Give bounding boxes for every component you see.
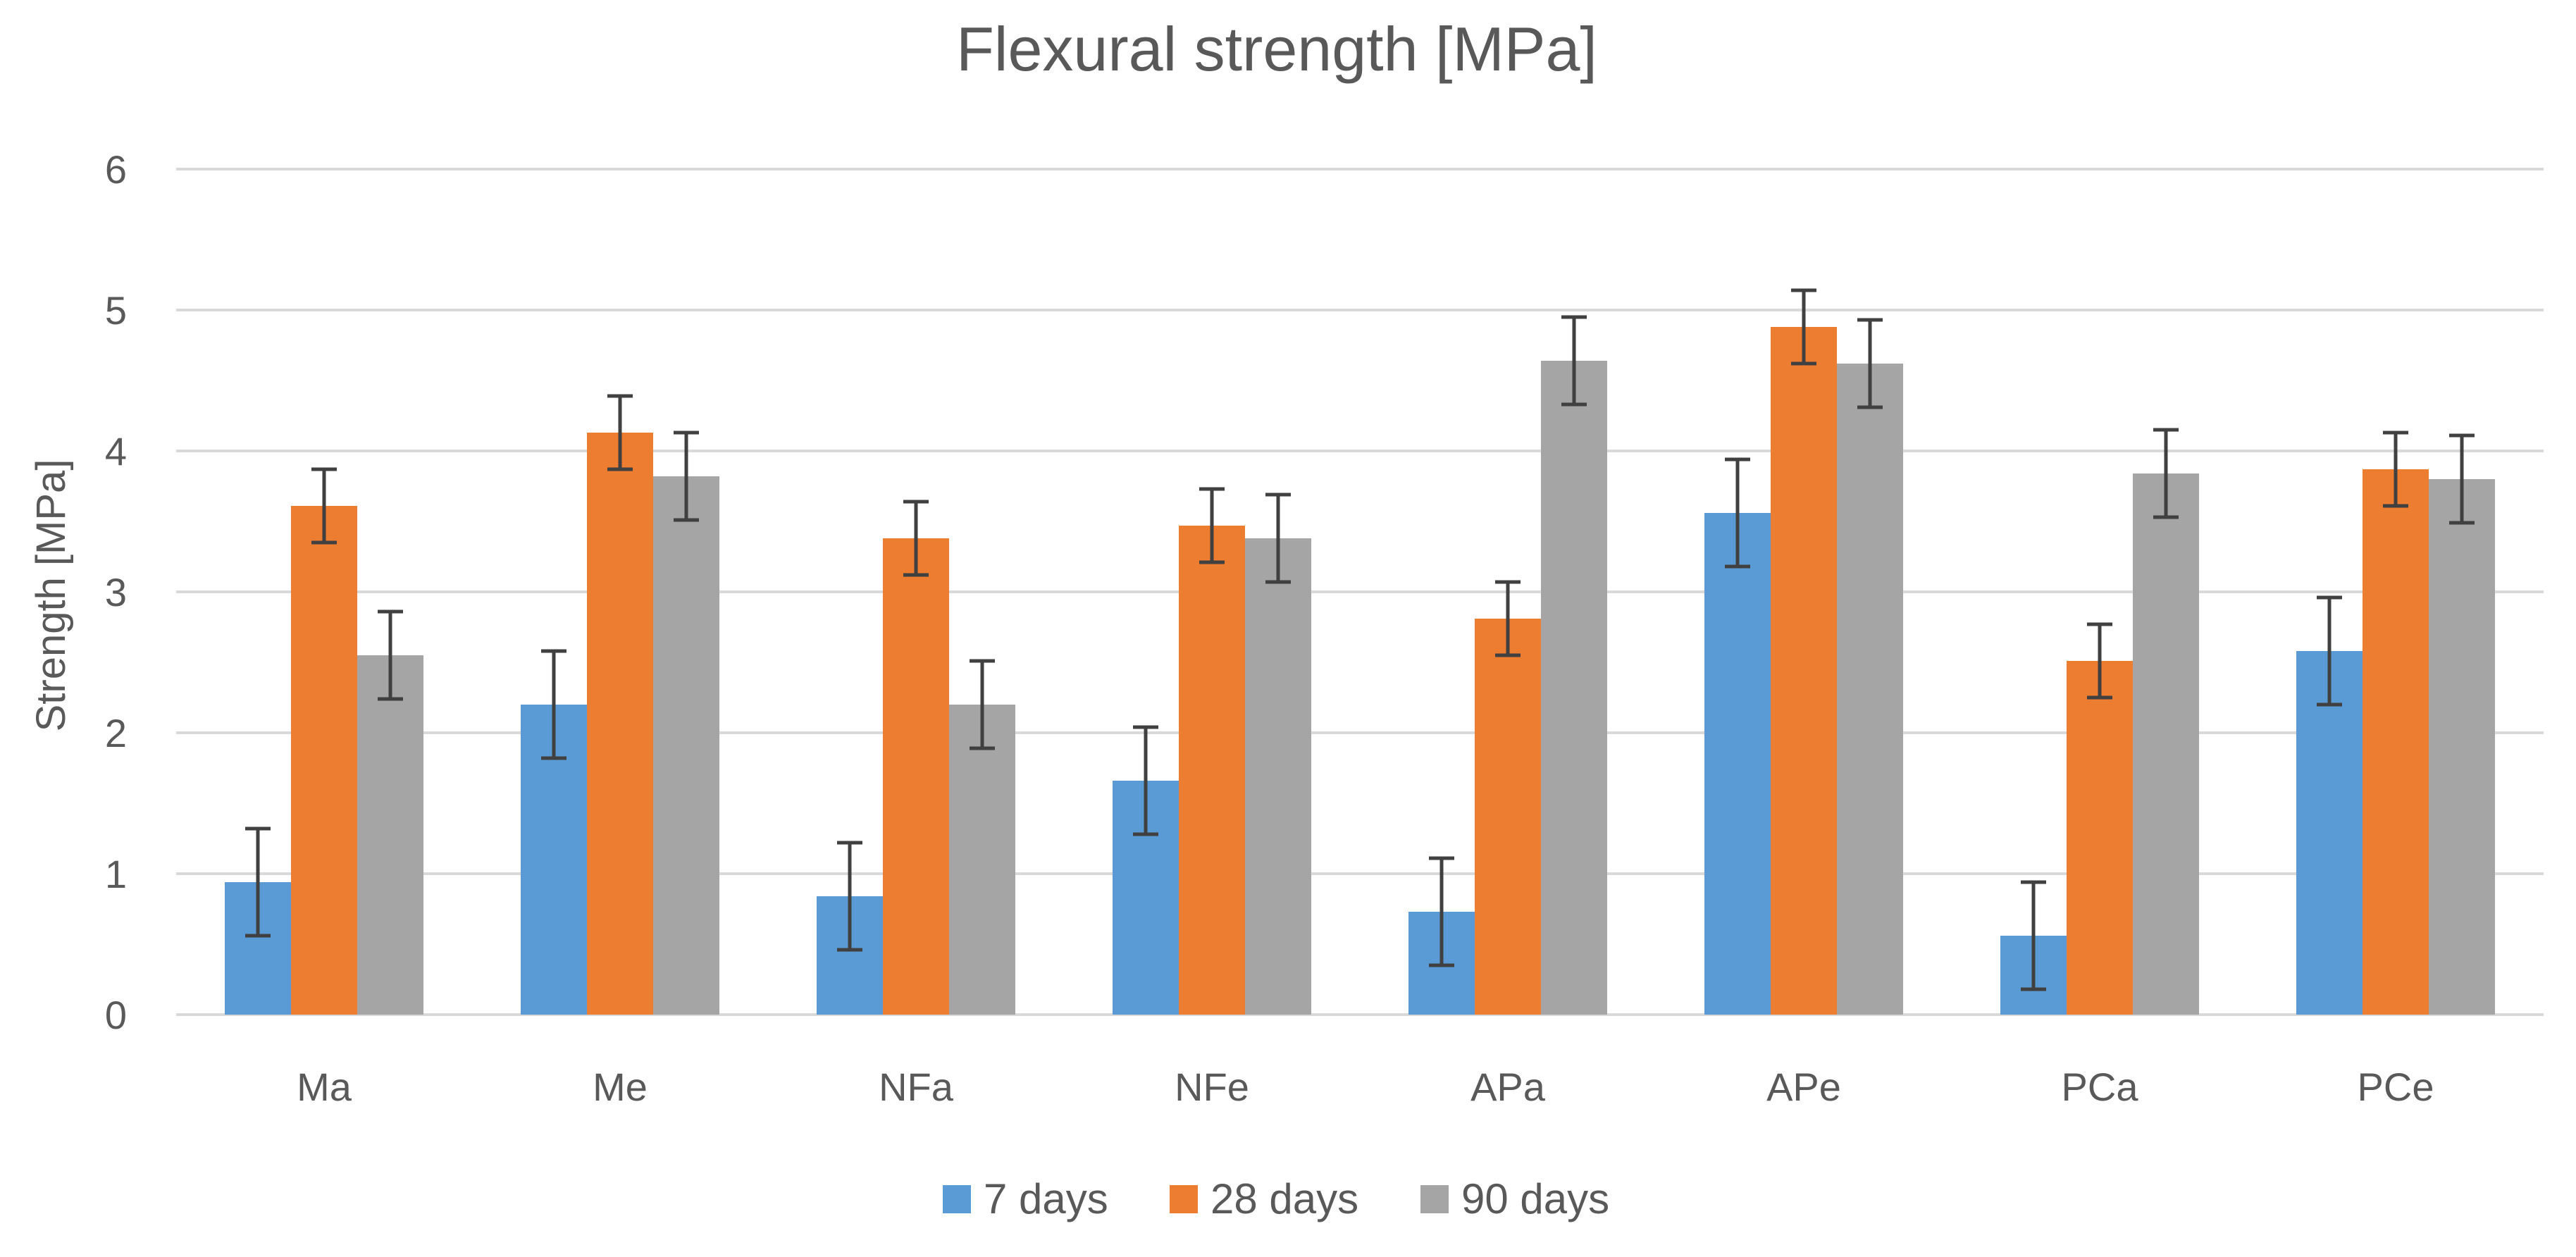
error-bar-Ma-28-days [311, 467, 337, 545]
chart-title: Flexural strength [MPa] [956, 14, 1597, 84]
error-bar-Ma-7-days [245, 826, 271, 938]
error-bar-APe-28-days [1791, 288, 1816, 366]
error-bars [245, 288, 2475, 991]
y-axis-ticks: 0 1 2 3 4 5 6 [105, 147, 127, 1037]
error-bar-NFe-90-days [1265, 493, 1291, 584]
error-bar-Me-7-days [541, 649, 566, 760]
error-bar-APe-90-days [1857, 318, 1883, 409]
error-bar-NFa-28-days [903, 500, 929, 577]
error-bar-APe-7-days [1725, 457, 1750, 569]
x-tick-label-Ma: Ma [297, 1065, 352, 1109]
bar-NFa-28-days [883, 538, 949, 1015]
error-bar-NFa-7-days [837, 841, 862, 952]
bars [225, 327, 2495, 1015]
bar-APe-28-days [1771, 327, 1837, 1015]
error-bar-NFa-90-days [970, 659, 995, 750]
x-tick-label-PCe: PCe [2358, 1065, 2434, 1109]
error-bar-PCa-7-days [2021, 880, 2046, 991]
error-bar-PCe-7-days [2317, 595, 2342, 707]
x-tick-label-APe: APe [1766, 1065, 1841, 1109]
error-bar-PCa-90-days [2153, 428, 2179, 519]
bar-NFe-28-days [1179, 526, 1245, 1015]
error-bar-PCe-28-days [2383, 431, 2408, 508]
error-bar-PCa-28-days [2087, 622, 2112, 700]
error-bar-APa-7-days [1429, 856, 1454, 967]
y-axis-label: Strength [MPa] [28, 459, 74, 732]
bar-APa-28-days [1475, 619, 1541, 1015]
legend-swatch-7-days [943, 1185, 971, 1213]
bar-APe-90-days [1837, 364, 1903, 1015]
x-tick-label-NFe: NFe [1175, 1065, 1249, 1109]
legend-swatch-28-days [1170, 1185, 1198, 1213]
y-tick-label-4: 4 [105, 429, 127, 473]
bar-Me-90-days [653, 476, 719, 1015]
bar-APa-90-days [1541, 361, 1607, 1015]
y-tick-label-0: 0 [105, 993, 127, 1037]
y-tick-label-6: 6 [105, 147, 127, 192]
error-bar-PCe-90-days [2449, 433, 2475, 525]
x-tick-label-NFa: NFa [879, 1065, 954, 1109]
x-tick-label-PCa: PCa [2062, 1065, 2139, 1109]
error-bar-NFe-7-days [1133, 725, 1158, 836]
bar-PCa-28-days [2067, 661, 2133, 1015]
y-tick-label-3: 3 [105, 570, 127, 614]
legend-label-7-days: 7 days [984, 1175, 1108, 1222]
bar-Ma-28-days [291, 506, 357, 1015]
y-tick-label-1: 1 [105, 852, 127, 896]
bar-Ma-90-days [357, 655, 423, 1015]
bar-PCe-90-days [2429, 479, 2495, 1015]
y-tick-label-2: 2 [105, 711, 127, 755]
bar-APe-7-days [1704, 513, 1771, 1015]
x-tick-label-APa: APa [1470, 1065, 1546, 1109]
error-bar-Me-90-days [674, 431, 699, 522]
error-bar-Ma-90-days [378, 609, 403, 701]
bar-PCe-7-days [2296, 651, 2363, 1015]
bar-Me-28-days [587, 433, 653, 1015]
legend: 7 days 28 days 90 days [943, 1175, 1609, 1222]
x-tick-label-Me: Me [593, 1065, 648, 1109]
error-bar-APa-90-days [1561, 315, 1587, 407]
error-bar-NFe-28-days [1199, 487, 1225, 564]
legend-label-28-days: 28 days [1210, 1175, 1358, 1222]
legend-swatch-90-days [1420, 1185, 1449, 1213]
error-bar-Me-28-days [607, 394, 633, 471]
bar-PCe-28-days [2363, 469, 2429, 1015]
bar-NFe-90-days [1245, 538, 1311, 1015]
bar-NFa-90-days [949, 705, 1015, 1015]
x-axis-ticks: Ma Me NFa NFe APa APe PCa PCe [297, 1065, 2434, 1109]
y-tick-label-5: 5 [105, 288, 127, 333]
bar-PCa-90-days [2133, 473, 2199, 1015]
error-bar-APa-28-days [1495, 580, 1521, 657]
legend-label-90-days: 90 days [1461, 1175, 1609, 1222]
